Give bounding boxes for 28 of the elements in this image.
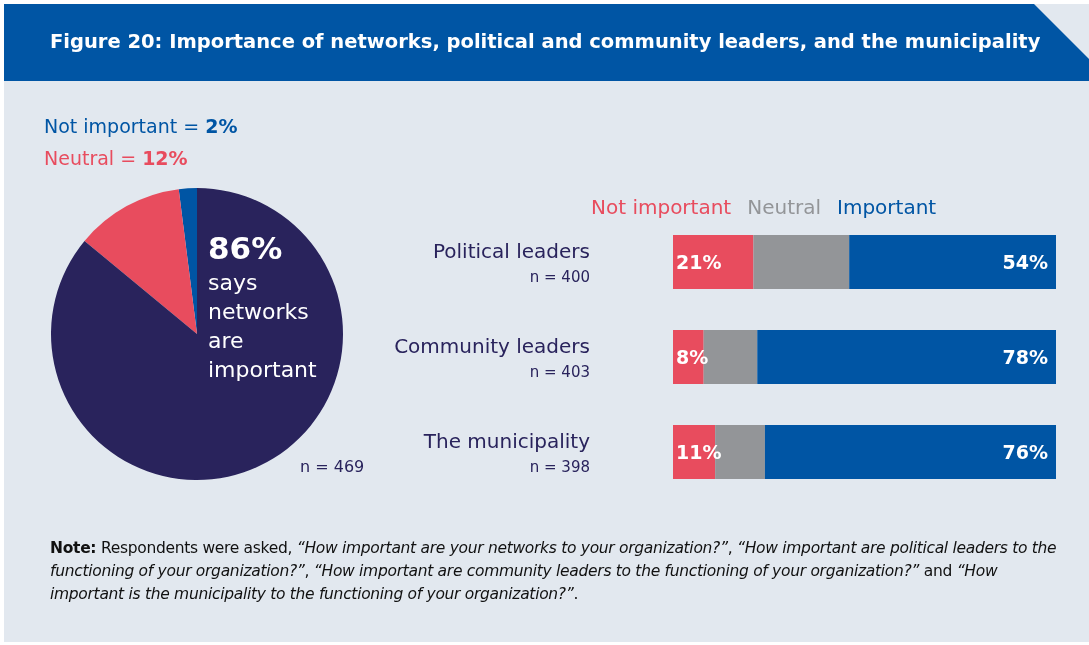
text: n = 469 xyxy=(300,457,365,476)
data-label: 21% xyxy=(676,251,722,273)
y-tick-label: The municipality xyxy=(422,428,591,453)
data-label: 54% xyxy=(1002,251,1048,273)
y-tick-label: Political leaders xyxy=(432,238,590,263)
text: Not important = 2% xyxy=(44,114,238,139)
data-label: 86% xyxy=(208,229,284,268)
text: Figure 20: Importance of networks, political and community leaders, and the municipality xyxy=(50,30,1041,53)
data-label: 11% xyxy=(676,441,722,463)
text: Neutral = 12% xyxy=(44,146,189,171)
text: Note: Respondents were asked, “How important are your networks to your organization?”, “How important are political leaders to the functioning of your organization?”, “How important are community leaders to the functioning of your organization?” and “How important is the municipality to the functioning of your organization?”. xyxy=(50,539,1057,603)
y-tick-label: Community leaders xyxy=(394,333,590,358)
series-label: Neutral xyxy=(747,195,822,219)
data-label: 8% xyxy=(676,346,709,368)
text: n = 403 xyxy=(529,362,590,381)
series-label: Important xyxy=(837,195,937,219)
bar xyxy=(753,235,850,289)
text: n = 400 xyxy=(529,267,590,286)
data-label: 78% xyxy=(1002,346,1048,368)
bar xyxy=(849,235,1056,289)
series-label: Not important xyxy=(591,195,732,219)
bar xyxy=(757,330,1056,384)
slice-label: says networks are important xyxy=(208,269,318,384)
text: n = 398 xyxy=(529,457,590,476)
pie-slice xyxy=(84,189,197,334)
data-label: 76% xyxy=(1002,441,1048,463)
bar xyxy=(764,425,1056,479)
bar xyxy=(673,235,754,289)
